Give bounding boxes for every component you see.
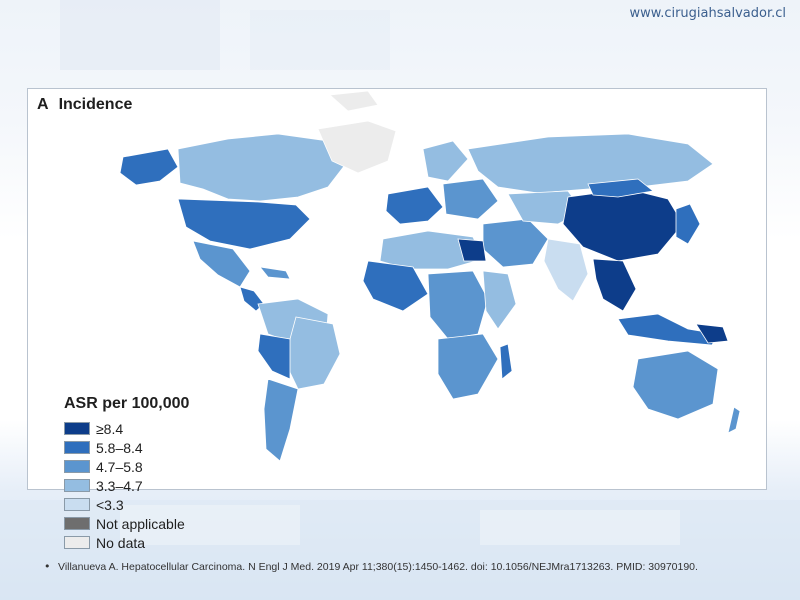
legend-swatch bbox=[64, 536, 90, 549]
region-australia bbox=[632, 350, 719, 420]
region-canada bbox=[177, 133, 349, 202]
region-southeast-asia bbox=[592, 258, 637, 312]
region-russia bbox=[467, 133, 714, 194]
legend-item: <3.3 bbox=[64, 495, 189, 514]
legend-swatch bbox=[64, 422, 90, 435]
legend-item: 5.8–8.4 bbox=[64, 438, 189, 457]
region-peru-bolivia bbox=[257, 333, 291, 380]
region-svalbard bbox=[329, 90, 379, 112]
website-url: www.cirugiahsalvador.cl bbox=[629, 6, 786, 21]
region-central-africa bbox=[427, 270, 489, 340]
citation-bullet: • bbox=[44, 560, 51, 573]
region-southern-africa bbox=[437, 333, 499, 400]
region-egypt bbox=[457, 238, 487, 262]
legend-label: 3.3–4.7 bbox=[96, 477, 143, 494]
legend-label: <3.3 bbox=[96, 496, 124, 513]
citation-text: Villanueva A. Hepatocellular Carcinoma. … bbox=[58, 561, 698, 573]
legend-swatch bbox=[64, 441, 90, 454]
region-mongolia bbox=[587, 178, 654, 198]
legend-item: Not applicable bbox=[64, 514, 189, 533]
map-legend: ASR per 100,000 ≥8.4 5.8–8.4 4.7–5.8 3.3… bbox=[64, 395, 189, 552]
panel-letter: A bbox=[37, 96, 49, 113]
region-mexico bbox=[192, 240, 251, 288]
legend-label: Not applicable bbox=[96, 515, 185, 532]
region-papua bbox=[695, 323, 729, 344]
legend-label: ≥8.4 bbox=[96, 420, 124, 437]
legend-label: 4.7–5.8 bbox=[96, 458, 143, 475]
panel-title: A Incidence bbox=[37, 96, 132, 114]
region-new-zealand bbox=[727, 406, 741, 434]
legend-item: 4.7–5.8 bbox=[64, 457, 189, 476]
region-madagascar bbox=[499, 343, 513, 380]
region-east-africa bbox=[482, 270, 517, 330]
legend-swatch bbox=[64, 460, 90, 473]
legend-swatch bbox=[64, 517, 90, 530]
region-alaska bbox=[119, 148, 179, 186]
legend-title: ASR per 100,000 bbox=[64, 395, 190, 412]
legend-swatch bbox=[64, 479, 90, 492]
region-middle-east bbox=[482, 218, 549, 268]
legend-item: 3.3–4.7 bbox=[64, 476, 189, 495]
region-caribbean bbox=[259, 266, 291, 280]
region-usa bbox=[177, 198, 311, 250]
map-figure: A Incidence bbox=[27, 88, 767, 551]
legend-label: No data bbox=[96, 534, 146, 551]
region-west-africa bbox=[362, 260, 429, 312]
region-north-africa bbox=[379, 230, 484, 270]
region-western-europe bbox=[385, 186, 444, 225]
region-brazil bbox=[285, 316, 341, 390]
panel-heading: Incidence bbox=[58, 96, 133, 113]
legend-item: No data bbox=[64, 533, 189, 552]
region-greenland bbox=[317, 120, 397, 174]
legend-item: ≥8.4 bbox=[64, 419, 189, 438]
region-argentina-chile bbox=[263, 378, 299, 462]
region-japan-korea bbox=[675, 203, 701, 245]
world-map bbox=[119, 90, 741, 462]
region-eastern-europe bbox=[442, 178, 499, 220]
region-india bbox=[543, 238, 589, 302]
legend-label: 5.8–8.4 bbox=[96, 439, 143, 456]
region-scandinavia bbox=[422, 140, 469, 182]
legend-swatch bbox=[64, 498, 90, 511]
